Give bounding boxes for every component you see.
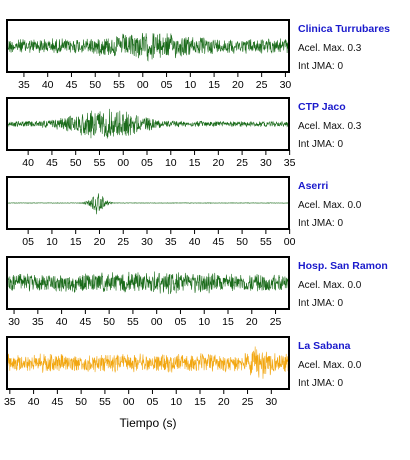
panel-frame-2 (6, 176, 290, 230)
x-tick-label-3-3: 45 (80, 316, 92, 328)
x-tick-label-0-10: 25 (256, 79, 268, 91)
x-tick-label-0-8: 15 (208, 79, 220, 91)
station-name-3: Hosp. San Ramon (298, 260, 388, 272)
x-tick-label-1-9: 25 (236, 157, 248, 169)
int-jma-4: Int JMA: 0 (298, 378, 344, 389)
station-name-1: CTP Jaco (298, 101, 346, 113)
x-tick-label-4-1: 40 (28, 396, 40, 408)
x-tick-label-3-1: 35 (32, 316, 44, 328)
int-jma-0: Int JMA: 0 (298, 61, 344, 72)
x-tick-label-0-1: 40 (42, 79, 54, 91)
x-axis-label: Tiempo (s) (120, 416, 177, 430)
x-tick-label-1-6: 10 (165, 157, 177, 169)
x-tick-label-2-9: 50 (236, 236, 248, 248)
x-tick-label-2-0: 05 (22, 236, 34, 248)
station-name-4: La Sabana (298, 340, 351, 352)
x-tick-label-2-6: 35 (165, 236, 177, 248)
x-tick-label-2-4: 25 (117, 236, 129, 248)
station-name-2: Aserri (298, 180, 329, 192)
x-tick-label-2-7: 40 (189, 236, 201, 248)
x-tick-label-0-5: 00 (137, 79, 149, 91)
acel-max-3: Acel. Max. 0.0 (298, 280, 362, 291)
acel-max-0: Acel. Max. 0.3 (298, 43, 362, 54)
x-tick-label-2-11: 00 (284, 236, 296, 248)
x-tick-label-4-8: 15 (194, 396, 206, 408)
x-tick-label-2-1: 10 (46, 236, 58, 248)
x-tick-label-0-0: 35 (18, 79, 30, 91)
x-tick-label-1-0: 40 (22, 157, 34, 169)
panel-frame-3 (6, 256, 290, 310)
x-tick-label-0-7: 10 (184, 79, 196, 91)
panel-frame-1 (6, 97, 290, 151)
x-tick-label-0-11: 30 (280, 79, 292, 91)
x-tick-label-4-11: 30 (265, 396, 277, 408)
panel-3: 30 35 40 45 50 55 00 05 10 15 20 25 (6, 256, 290, 328)
x-tick-label-4-9: 20 (218, 396, 230, 408)
trace-line-1 (7, 108, 289, 139)
x-tick-label-1-4: 00 (117, 157, 129, 169)
x-tick-label-0-2: 45 (66, 79, 78, 91)
panel-0: 35 40 45 50 55 00 05 10 15 20 25 30 (6, 19, 292, 91)
x-tick-label-3-11: 25 (270, 316, 282, 328)
trace-line-3 (7, 271, 289, 295)
x-tick-label-3-10: 20 (246, 316, 258, 328)
int-jma-1: Int JMA: 0 (298, 139, 344, 150)
x-tick-label-1-2: 50 (70, 157, 82, 169)
x-tick-label-3-4: 50 (103, 316, 115, 328)
x-tick-label-1-1: 45 (46, 157, 58, 169)
station-name-0: Clinica Turrubares (298, 23, 390, 35)
x-tick-label-2-8: 45 (212, 236, 224, 248)
x-tick-label-3-9: 15 (222, 316, 234, 328)
x-tick-label-1-3: 55 (94, 157, 106, 169)
panel-frame-4 (6, 336, 290, 390)
trace-line-4 (7, 346, 289, 379)
x-tick-label-3-6: 00 (151, 316, 163, 328)
x-tick-label-3-2: 40 (56, 316, 68, 328)
acel-max-4: Acel. Max. 0.0 (298, 360, 362, 371)
x-tick-label-4-3: 50 (75, 396, 87, 408)
x-tick-label-4-5: 00 (123, 396, 135, 408)
int-jma-2: Int JMA: 0 (298, 218, 344, 229)
x-tick-label-4-10: 25 (242, 396, 254, 408)
x-tick-label-2-3: 20 (94, 236, 106, 248)
panel-2: 05 10 15 20 25 30 35 40 45 50 55 00 (6, 176, 296, 248)
x-tick-label-4-4: 55 (99, 396, 111, 408)
int-jma-3: Int JMA: 0 (298, 298, 344, 309)
acel-max-2: Acel. Max. 0.0 (298, 200, 362, 211)
x-tick-label-3-0: 30 (8, 316, 20, 328)
x-tick-label-0-9: 20 (232, 79, 244, 91)
x-tick-label-4-0: 35 (4, 396, 16, 408)
trace-line-0 (7, 32, 289, 62)
x-tick-label-0-6: 05 (161, 79, 173, 91)
x-tick-label-0-3: 50 (89, 79, 101, 91)
x-tick-label-2-2: 15 (70, 236, 82, 248)
x-tick-label-1-11: 35 (284, 157, 296, 169)
panel-1: 40 45 50 55 00 05 10 15 20 25 30 35 (6, 97, 296, 169)
x-tick-label-1-5: 05 (141, 157, 153, 169)
panel-frame-0 (6, 19, 290, 73)
x-tick-label-3-5: 55 (127, 316, 139, 328)
x-tick-label-2-5: 30 (141, 236, 153, 248)
trace-line-2 (7, 193, 289, 215)
x-tick-label-2-10: 55 (260, 236, 272, 248)
x-tick-label-1-8: 20 (212, 157, 224, 169)
x-tick-label-3-8: 10 (198, 316, 210, 328)
x-tick-label-4-6: 05 (147, 396, 159, 408)
x-tick-label-4-7: 10 (170, 396, 182, 408)
panel-4: 35 40 45 50 55 00 05 10 15 20 25 30 (4, 336, 290, 408)
x-tick-label-3-7: 05 (175, 316, 187, 328)
x-tick-label-4-2: 45 (52, 396, 64, 408)
acel-max-1: Acel. Max. 0.3 (298, 121, 362, 132)
x-tick-label-0-4: 55 (113, 79, 125, 91)
x-tick-label-1-7: 15 (189, 157, 201, 169)
x-tick-label-1-10: 30 (260, 157, 272, 169)
